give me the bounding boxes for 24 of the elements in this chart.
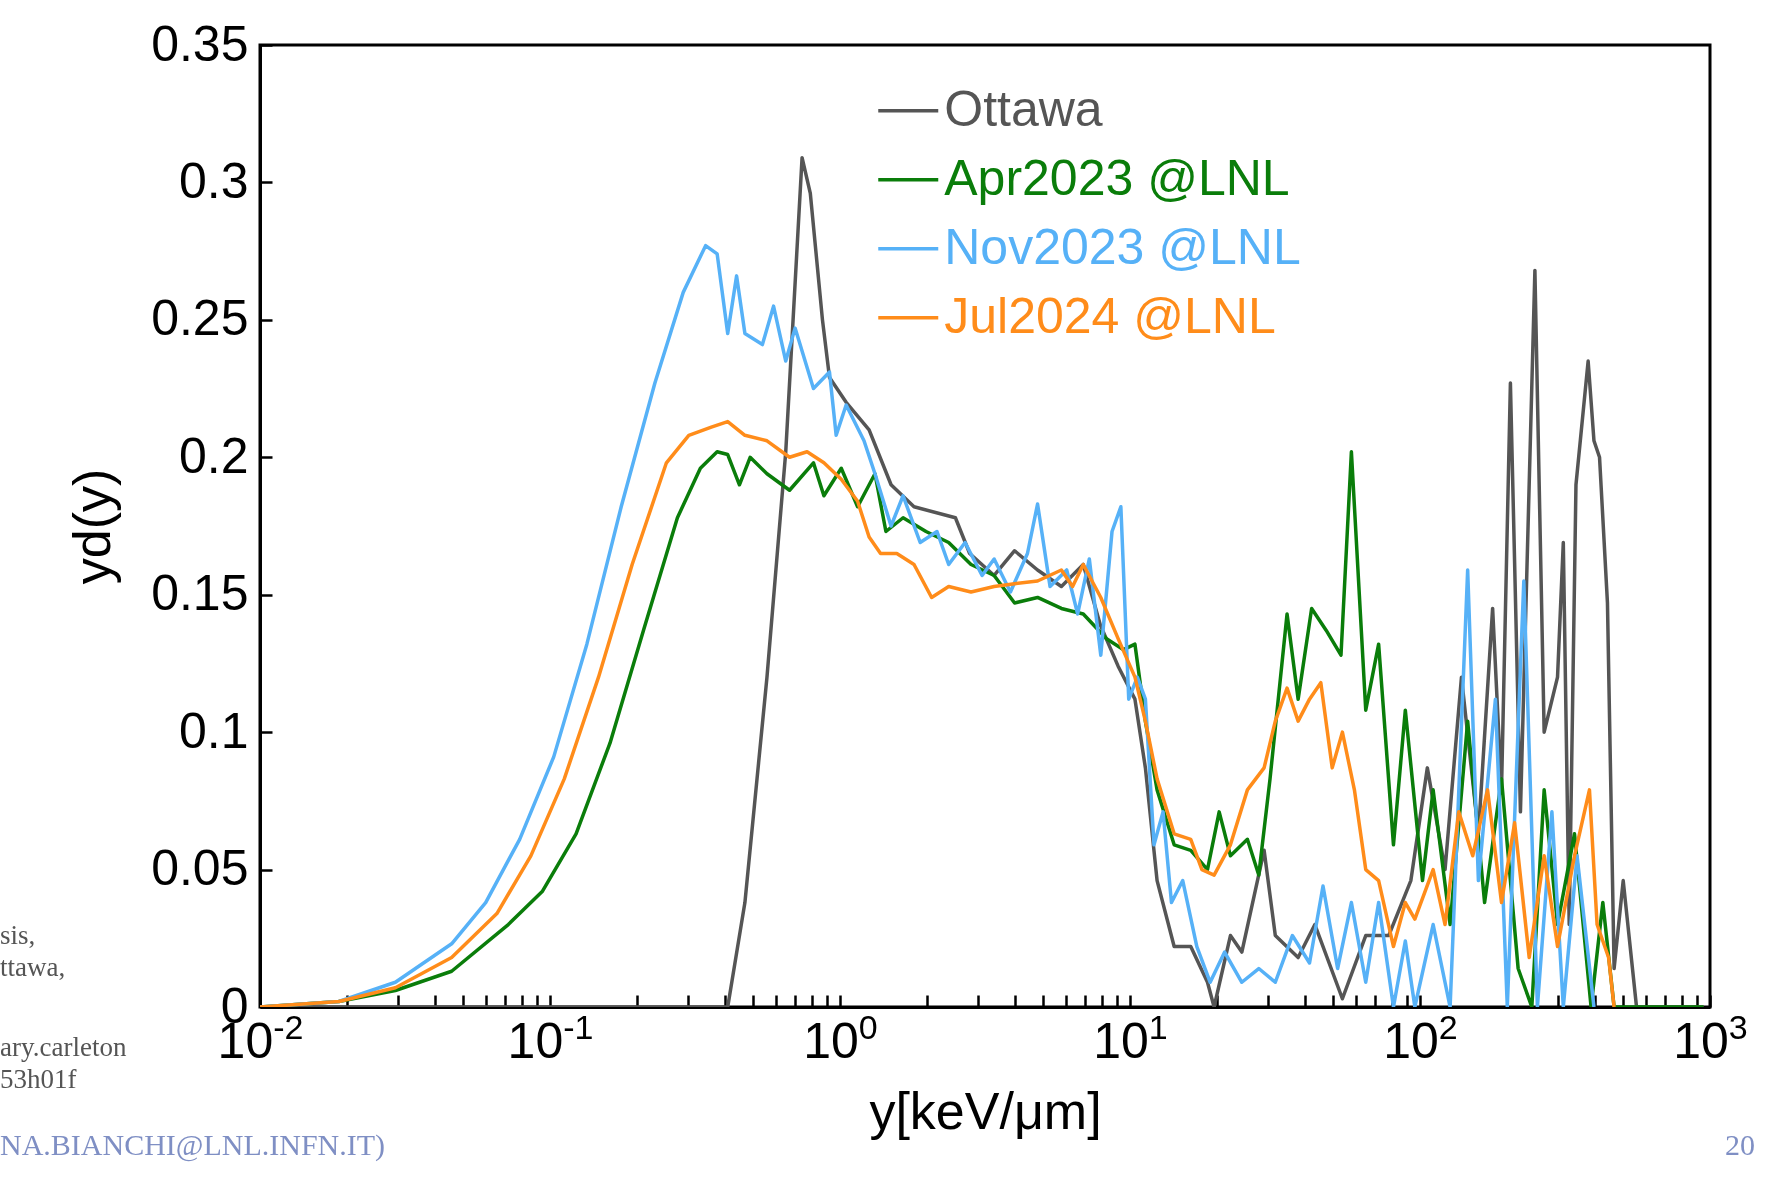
x-tick-label: 10$^{3}$ — [1673, 1007, 1748, 1069]
x-axis-title: y[keV/μm] — [869, 1081, 1102, 1140]
x-tick-label: 10$^{1}$ — [1093, 1007, 1168, 1069]
y-axis-title: yd(y) — [63, 468, 122, 585]
text: sis, — [0, 920, 36, 950]
y-tick-label: 0.35 — [151, 15, 249, 72]
y-tick-label: 0.05 — [151, 840, 249, 897]
legend-label: Ottawa — [944, 80, 1103, 137]
x-tick-label: 10$^{-1}$ — [507, 1007, 594, 1069]
y-tick-label: 0.25 — [151, 290, 249, 347]
text: 20 — [1725, 1128, 1755, 1161]
text: ttawa, — [0, 952, 66, 982]
text: NA.BIANCHI@LNL.INFN.IT) — [0, 1128, 386, 1161]
legend-label: Jul2024 @LNL — [944, 287, 1276, 344]
x-tick-label: 10$^{0}$ — [803, 1007, 878, 1069]
y-tick-label: 0.1 — [178, 702, 249, 759]
y-tick-label: 0.15 — [151, 565, 249, 622]
y-tick-label: 0.2 — [178, 427, 249, 484]
legend-label: Nov2023 @LNL — [944, 218, 1301, 275]
y-tick-label: 0.3 — [178, 152, 249, 209]
legend-label: Apr2023 @LNL — [944, 149, 1290, 206]
x-tick-label: 10$^{2}$ — [1383, 1007, 1458, 1069]
text: 53h01f — [0, 1064, 77, 1094]
text: ary.carleton — [0, 1032, 127, 1062]
